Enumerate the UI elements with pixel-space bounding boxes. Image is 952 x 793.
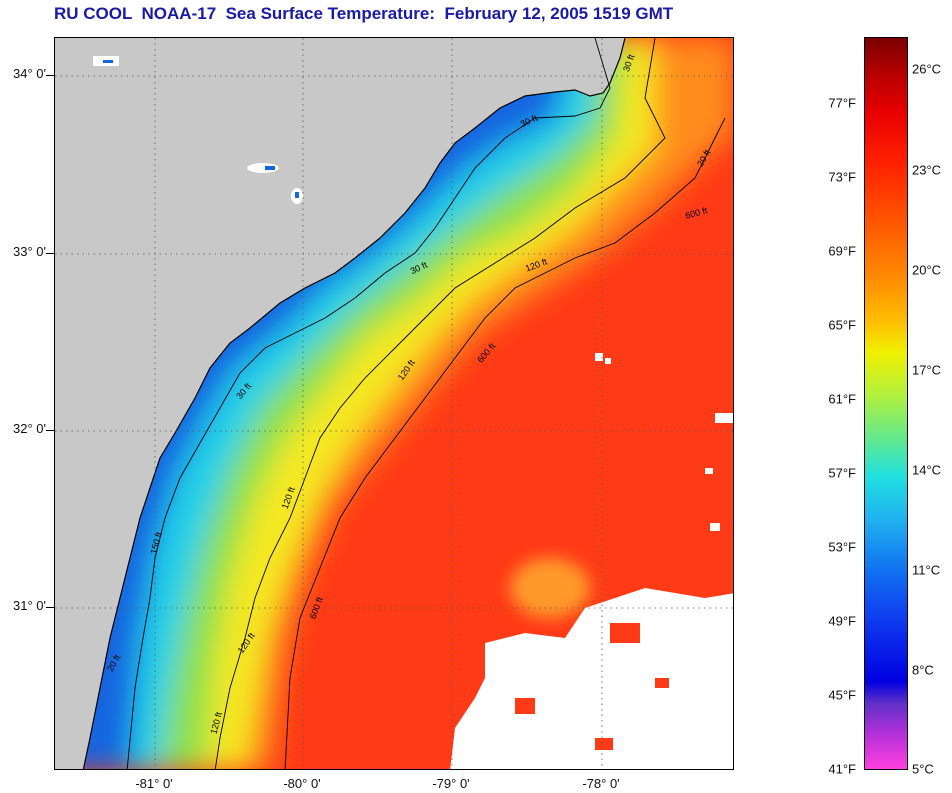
colorbar-c-label: 8°C (912, 662, 934, 678)
colorbar-c-label: 11°C (912, 562, 941, 578)
lat-lon-grid (55, 38, 733, 769)
lat-label: 34° 0' (13, 66, 46, 81)
lat-tick (46, 430, 54, 431)
lat-label: 31° 0' (13, 598, 46, 613)
colorbar-c-label: 26°C (912, 61, 942, 77)
colorbar-c-label: 17°C (912, 362, 942, 378)
colorbar-f-label: 61°F (828, 391, 856, 407)
sst-map[interactable]: 30 ft 30 ft 30 ft 120 ft 120 ft 120 ft 1… (54, 37, 734, 770)
map-title: RU COOL NOAA-17 Sea Surface Temperature:… (54, 4, 674, 23)
colorbar-f-label: 57°F (828, 465, 856, 481)
colorbar-c-label: 5°C (912, 761, 934, 777)
lon-label: -79° 0' (432, 776, 470, 791)
lat-label: 32° 0' (13, 421, 46, 436)
coastline (82, 38, 626, 769)
isobath-contours (126, 38, 726, 769)
colorbar-f-label: 69°F (828, 243, 856, 259)
land-area (55, 38, 625, 769)
colorbar-f-label: 53°F (828, 539, 856, 555)
warm-eddy (510, 558, 590, 618)
lon-label: -81° 0' (135, 776, 173, 791)
lat-tick (46, 253, 54, 254)
sst-map-canvas (55, 38, 733, 769)
colorbar-f-label: 77°F (828, 95, 856, 111)
colorbar-c-label: 23°C (912, 162, 942, 178)
cloud-cover (450, 353, 733, 769)
lat-tick (46, 75, 54, 76)
lon-label: -80° 0' (283, 776, 321, 791)
temperature-colorbar (864, 37, 908, 770)
colorbar-c-label: 20°C (912, 262, 942, 278)
lat-tick (46, 607, 54, 608)
lat-label: 33° 0' (13, 244, 46, 259)
colorbar-c-label: 14°C (912, 462, 942, 478)
colorbar-f-label: 49°F (828, 613, 856, 629)
colorbar-f-label: 45°F (828, 687, 856, 703)
lon-label: -78° 0' (582, 776, 620, 791)
colorbar-f-label: 73°F (828, 169, 856, 185)
colorbar-f-label: 65°F (828, 317, 856, 333)
colorbar-f-label: 41°F (828, 761, 856, 777)
